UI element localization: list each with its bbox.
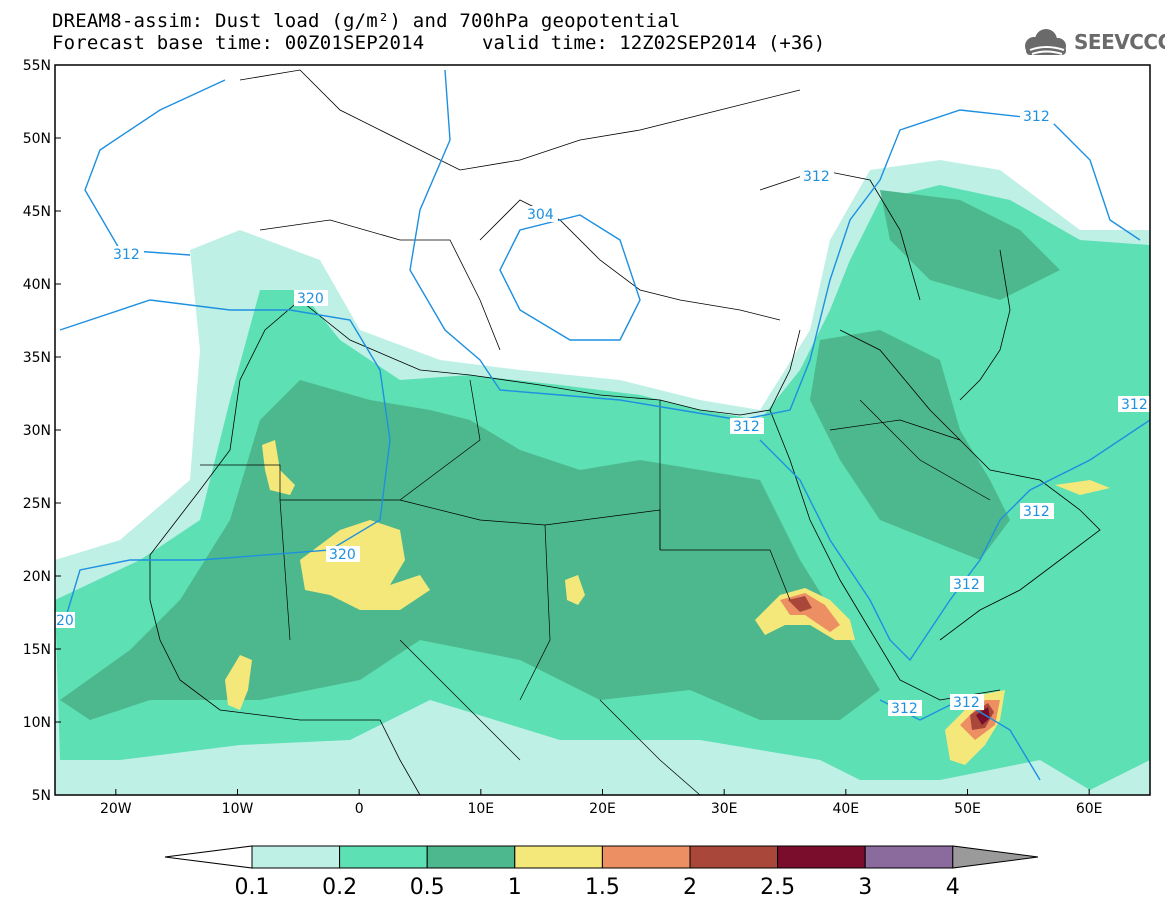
dust-level-1-mali [225,655,252,710]
lat-tick-label: 25N [23,496,51,512]
contour-label: 312 [113,247,140,263]
map-title: DREAM8-assim: Dust load (g/m²) and 700hP… [52,10,681,32]
legend-label: 3 [858,875,872,900]
lon-tick-label: 10E [467,801,494,817]
dust-level-1-chad [565,575,585,605]
legend-label: 0.2 [322,875,357,900]
dust-level-1-sahara [300,520,430,610]
lat-tick-label: 50N [23,131,51,147]
lat-tick-label: 15N [23,642,51,658]
coastlines [149,69,1101,795]
lon-tick-label: 20W [100,801,132,817]
contour-label: 312 [891,701,918,717]
lon-tick-label: 40E [832,801,859,817]
legend-swatch [251,845,341,869]
legend-swatch [339,845,428,869]
legend-label: 0.1 [235,875,270,900]
seevccc-logo [1016,24,1156,60]
legend-label: 4 [946,875,960,900]
legend-label: 2 [683,875,697,900]
lon-tick-label: 20E [589,801,616,817]
dust-level-0-5-caspian [880,190,1060,300]
dust-level-2-5-somalia [976,707,990,725]
contour-label: 320 [329,547,356,563]
legend-label: 2.5 [760,875,795,900]
contour-label: 312 [1121,397,1148,413]
lat-tick-label: 45N [23,204,51,220]
contour-label: 20 [56,613,74,629]
legend-label: 1 [508,875,522,900]
dust-field [55,160,1150,795]
contour-label: 312 [1023,504,1050,520]
lon-tick-label: 50E [954,801,981,817]
contour-label: 320 [297,291,324,307]
lat-tick-label: 55N [23,58,51,74]
borders [200,379,991,795]
legend-swatch [601,845,691,869]
lon-tick-label: 30E [711,801,738,817]
dust-level-2-sudan [788,596,812,612]
legend-swatch [514,845,603,869]
lat-tick-label: 10N [23,715,51,731]
contour-labels: 312 320 304 312 312 320 312 312 312 312 … [56,109,1148,717]
dust-level-0-5-arabia [810,330,1010,560]
lat-tick-label: 5N [32,788,51,804]
logo-text: SEEVCCC [1074,30,1165,54]
legend-swatch [689,845,779,869]
lat-tick-label: 20N [23,569,51,585]
legend-swatch [426,845,516,869]
contour-label: 312 [1023,109,1050,125]
contour-label: 312 [733,419,760,435]
legend-swatch [777,845,866,869]
legend-arrow-high [952,845,1039,869]
lat-tick-label: 35N [23,350,51,366]
lat-tick-label: 40N [23,277,51,293]
legend-label: 1.5 [585,875,620,900]
contour-label: 312 [953,695,980,711]
lon-tick-label: 0 [355,801,364,817]
dust-level-1-western [262,440,295,495]
lat-tick-label: 30N [23,423,51,439]
contour-label: 312 [803,169,830,185]
dust-level-1-oman [1055,480,1110,495]
contour-label: 312 [953,577,980,593]
longitude-axis: 20W 10W 0 10E 20E 30E 40E 50E 60E [100,789,1103,817]
legend-arrow-low [164,845,253,869]
lon-tick-label: 10W [222,801,254,817]
legend-label: 0.5 [410,875,445,900]
latitude-axis: 55N 50N 45N 40N 35N 30N 25N 20N 15N 10N 5N [23,58,61,804]
legend-swatch [864,845,954,869]
contour-label: 304 [527,207,554,223]
valid-time: valid time: 12Z02SEP2014 (+36) [482,32,826,54]
contour-label-boxes [55,108,1152,716]
cloud-icon [1025,29,1066,55]
forecast-base-time: Forecast base time: 00Z01SEP2014 [52,32,425,54]
lon-tick-label: 60E [1076,801,1103,817]
